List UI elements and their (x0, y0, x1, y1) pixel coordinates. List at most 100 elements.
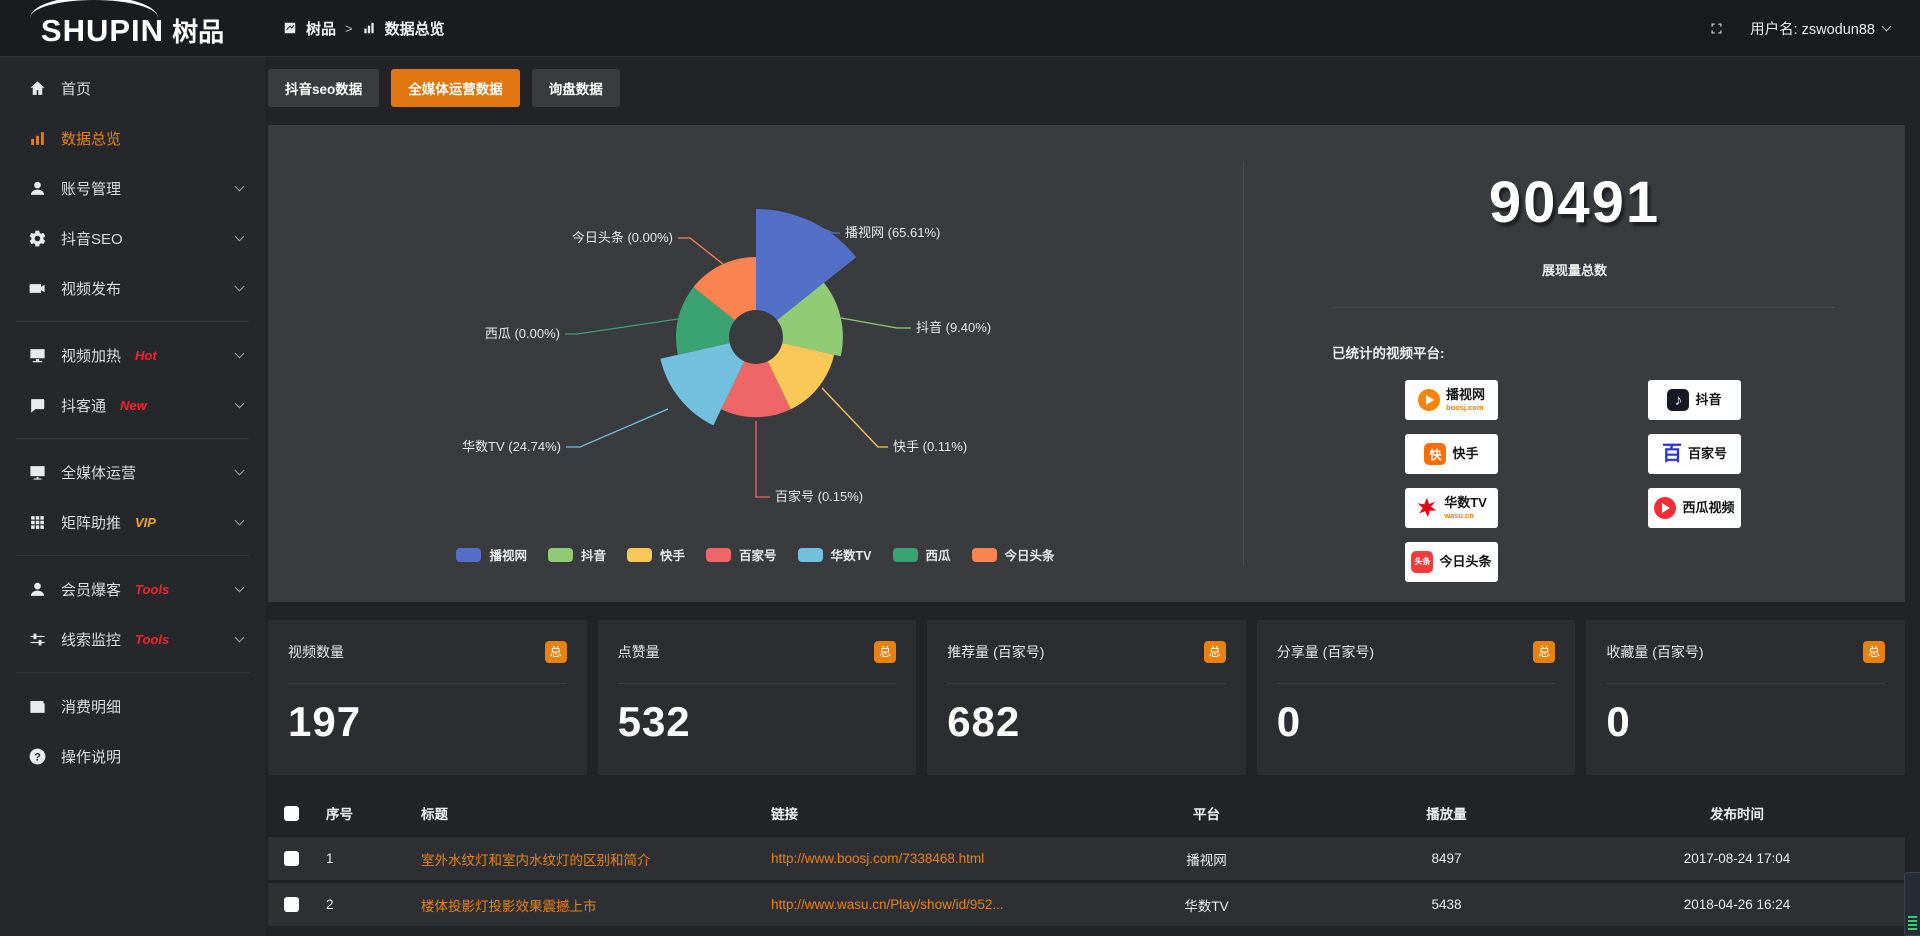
select-all-checkbox[interactable] (283, 805, 299, 821)
svg-text:?: ? (34, 751, 41, 763)
legend-item-今日头条[interactable]: 今日头条 (971, 545, 1055, 564)
sidebar-badge: New (120, 397, 147, 413)
legend-item-西瓜[interactable]: 西瓜 (892, 545, 951, 564)
platform-name: 西瓜视频 (1682, 499, 1735, 515)
sidebar-item-消费明细[interactable]: 消费明细 (0, 681, 265, 731)
legend-item-播视网[interactable]: 播视网 (456, 545, 527, 564)
sidebar-divider (16, 321, 249, 322)
legend-item-百家号[interactable]: 百家号 (706, 545, 777, 564)
dashboard-icon (284, 22, 296, 34)
legend-label: 百家号 (739, 549, 777, 563)
platform-badge-播视网[interactable]: 播视网 boosj.com (1405, 380, 1498, 420)
cell-views: 8497 (1324, 834, 1569, 880)
platform-badge-西瓜视频[interactable]: 西瓜视频 (1648, 488, 1741, 528)
top-bar: SHUPIN 树品 树品 > 数据总览 用户名: zswodun88 (0, 0, 1920, 57)
sidebar-item-视频发布[interactable]: 视频发布 (0, 263, 265, 313)
sidebar-item-矩阵助推[interactable]: 矩阵助推 VIP (0, 497, 265, 547)
pie-slice-抖音[interactable] (777, 282, 843, 357)
pie-label-今日头条: 今日头条 (0.00%) (572, 230, 673, 245)
home-icon (28, 79, 47, 98)
label-line-西瓜 (565, 318, 679, 335)
total-badge[interactable]: 总 (874, 640, 897, 663)
stat-card-value: 682 (947, 698, 1021, 745)
platform-subtext: wasu.cn (1444, 510, 1474, 520)
sidebar-item-label: 操作说明 (61, 748, 122, 766)
sidebar-item-数据总览[interactable]: 数据总览 (0, 113, 265, 163)
sidebar-item-全媒体运营[interactable]: 全媒体运营 (0, 447, 265, 497)
legend-item-抖音[interactable]: 抖音 (547, 545, 606, 564)
xigua-logo (1654, 497, 1677, 519)
question-icon: ? (28, 747, 47, 766)
total-badge[interactable]: 总 (1862, 640, 1885, 663)
rose-chart: 播视网 (65.61%) 抖音 (9.40%) 快手 (0.11%) 百家号 (0.1… (462, 209, 991, 504)
sidebar-item-会员爆客[interactable]: 会员爆客 Tools (0, 564, 265, 614)
pie-slice-华数TV[interactable] (660, 343, 745, 426)
sidebar-item-抖音SEO[interactable]: 抖音SEO (0, 213, 265, 263)
cell-title-link[interactable]: 楼体投影灯投影效果震撼上市 (409, 880, 759, 926)
legend-item-华数TV[interactable]: 华数TV (797, 545, 872, 564)
chevron-down-icon (234, 281, 245, 292)
breadcrumb-current[interactable]: 数据总览 (384, 20, 445, 38)
row-select-cell (268, 834, 314, 880)
pie-slice-今日头条[interactable] (693, 257, 757, 321)
sidebar-divider (16, 672, 249, 673)
sidebar-item-视频加热[interactable]: 视频加热 Hot (0, 330, 265, 380)
row-checkbox[interactable] (283, 897, 299, 913)
wallet-icon (28, 697, 47, 716)
stat-card-推荐量 (百家号): 推荐量 (百家号) 总 682 (927, 620, 1246, 775)
tab-询盘数据[interactable]: 询盘数据 (531, 69, 620, 107)
pie-slice-西瓜[interactable] (676, 287, 735, 355)
pie-slice-播视网[interactable] (756, 209, 857, 321)
legend-swatch (971, 547, 997, 562)
tab-全媒体运营数据[interactable]: 全媒体运营数据 (391, 69, 520, 107)
sidebar-item-label: 全媒体运营 (61, 464, 137, 482)
pie-slice-百家号[interactable] (721, 361, 791, 418)
stat-card-收藏量 (百家号): 收藏量 (百家号) 总 0 (1586, 620, 1905, 775)
total-badge[interactable]: 总 (1203, 640, 1226, 663)
platform-badge-快手[interactable]: 快快手 (1405, 434, 1498, 474)
cell-url-link[interactable]: http://www.boosj.com/7338468.html (759, 834, 1089, 880)
platform-badge-百家号[interactable]: 百百家号 (1648, 434, 1741, 474)
sidebar-item-首页[interactable]: 首页 (0, 63, 265, 113)
table-header-发布时间: 发布时间 (1569, 792, 1905, 834)
stat-card-视频数量: 视频数量 总 197 (268, 620, 587, 775)
platform-subtext: boosj.com (1445, 402, 1484, 412)
legend-swatch (797, 547, 823, 562)
legend-swatch (456, 547, 482, 562)
platform-badge-抖音[interactable]: ♪ 抖音 (1648, 380, 1741, 420)
legend-label: 今日头条 (1004, 549, 1055, 563)
legend-swatch (626, 547, 652, 562)
total-badge[interactable]: 总 (544, 640, 567, 663)
pie-label-西瓜: 西瓜 (0.00%) (485, 326, 560, 341)
sidebar-item-线索监控[interactable]: 线索监控 Tools (0, 614, 265, 664)
platform-badge-华数TV[interactable]: 华数TV wasu.cn (1405, 488, 1498, 528)
platform-name: 抖音 (1695, 391, 1722, 407)
cell-index: 2 (314, 880, 409, 926)
stat-card-title: 点赞量 (617, 643, 660, 660)
legend-item-快手[interactable]: 快手 (626, 545, 685, 564)
total-impressions-label: 展现量总数 (1541, 263, 1607, 278)
pie-slice-快手[interactable] (767, 343, 835, 410)
sidebar-item-账号管理[interactable]: 账号管理 (0, 163, 265, 213)
sidebar-item-操作说明[interactable]: ? 操作说明 (0, 731, 265, 781)
pie-label-播视网: 播视网 (65.61%) (845, 225, 940, 240)
fullscreen-icon[interactable] (1709, 21, 1724, 36)
breadcrumb-root[interactable]: 树品 (306, 20, 337, 38)
row-checkbox[interactable] (283, 851, 299, 867)
chevron-down-icon (234, 181, 245, 192)
sidebar-item-抖客通[interactable]: 抖客通 New (0, 380, 265, 430)
chart-legend: 播视网 抖音 快手 百家号 华数TV 西瓜 今日头条 (268, 545, 1243, 564)
stat-card-title: 视频数量 (288, 643, 344, 660)
app-logo[interactable]: SHUPIN 树品 (0, 8, 265, 49)
cell-url-link[interactable]: http://www.wasu.cn/Play/show/id/952... (759, 880, 1089, 926)
floating-widget[interactable] (1904, 872, 1920, 936)
tab-抖音seo数据[interactable]: 抖音seo数据 (268, 69, 380, 107)
username-menu[interactable]: 用户名: zswodun88 (1750, 18, 1892, 39)
platform-badge-今日头条[interactable]: 头条 今日头条 (1405, 542, 1498, 582)
pie-label-抖音: 抖音 (9.40%) (916, 320, 991, 335)
sidebar-item-label: 视频发布 (61, 280, 122, 298)
total-badge[interactable]: 总 (1533, 640, 1556, 663)
cell-title-link[interactable]: 室外水纹灯和室内水纹灯的区别和简介 (409, 834, 759, 880)
sliders-icon (28, 630, 47, 649)
pie-label-快手: 快手 (0.11%) (893, 439, 967, 454)
